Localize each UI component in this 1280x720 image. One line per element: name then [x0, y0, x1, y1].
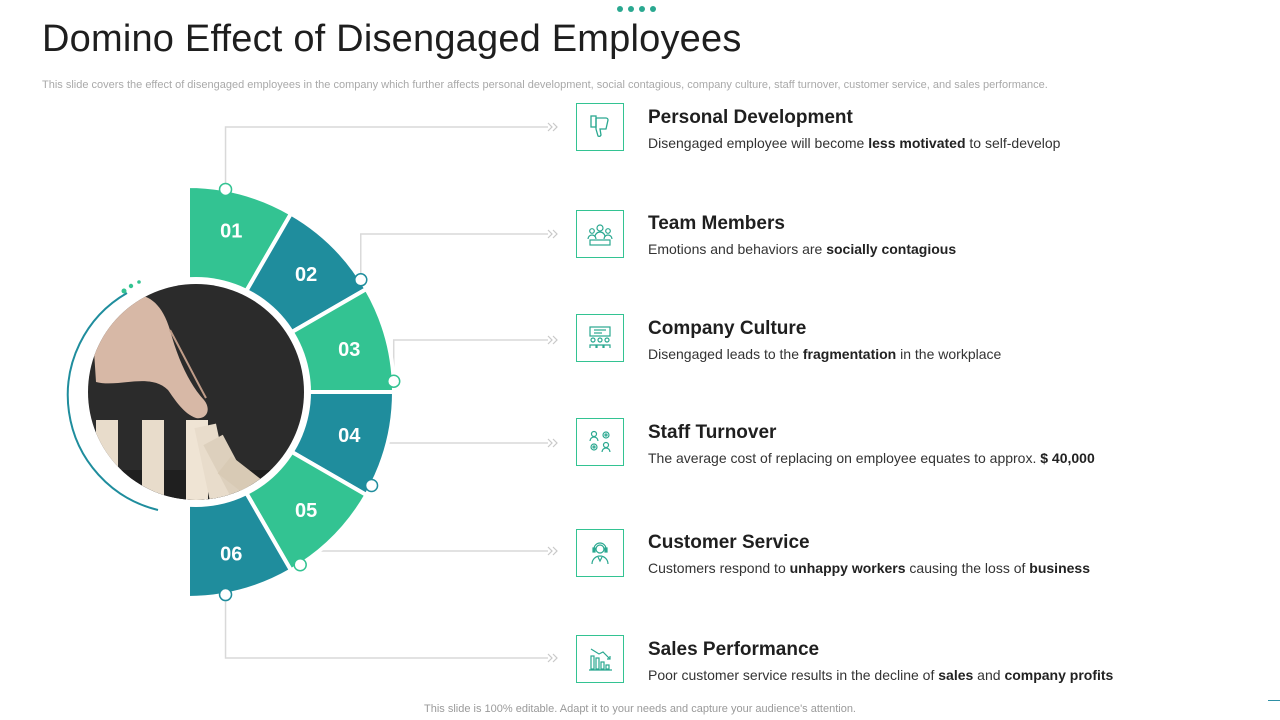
- item-title: Sales Performance: [648, 639, 820, 660]
- chevron-right-icon: [547, 438, 558, 448]
- segment-number: 05: [295, 500, 317, 522]
- segment-number: 01: [220, 221, 242, 243]
- connector-line: [224, 594, 548, 659]
- connector-dot: [386, 374, 401, 388]
- chevron-right-icon: [547, 546, 558, 556]
- connector-line: [392, 339, 548, 382]
- item-title: Staff Turnover: [648, 422, 777, 443]
- item-description: Customers respond to unhappy workers cau…: [648, 560, 1090, 576]
- connector-line: [360, 233, 548, 280]
- connector-dot: [218, 587, 233, 602]
- connector-line: [224, 126, 548, 190]
- item-description: The average cost of replacing on employe…: [648, 450, 1095, 466]
- segment-number: 02: [295, 264, 317, 286]
- chevron-right-icon: [547, 653, 558, 663]
- connector-dot: [293, 558, 307, 572]
- segment-number: 06: [220, 543, 242, 565]
- chevron-right-icon: [547, 229, 558, 239]
- item-description: Disengaged leads to the fragmentation in…: [648, 346, 1002, 362]
- connector-dot: [364, 478, 379, 493]
- segment-number: 03: [338, 339, 360, 361]
- item-title: Company Culture: [648, 318, 807, 339]
- chevron-right-icon: [547, 335, 558, 345]
- footer-note: This slide is 100% editable. Adapt it to…: [424, 703, 856, 715]
- segment-number: 04: [338, 425, 361, 447]
- item-title: Personal Development: [648, 107, 853, 128]
- connector-line: [299, 550, 548, 565]
- domino-photo: [81, 277, 311, 507]
- page-title: Domino Effect of Disengaged Employees: [42, 18, 742, 60]
- outer-arc-decoration: [66, 292, 159, 511]
- headset-agent-icon: [576, 529, 624, 577]
- staff-gears-icon: [576, 418, 624, 466]
- item-description: Disengaged employee will become less mot…: [648, 135, 1061, 151]
- item-description: Poor customer service results in the dec…: [648, 667, 1114, 683]
- declining-chart-icon: [576, 635, 624, 683]
- office-people-icon: [576, 314, 624, 362]
- item-title: Team Members: [648, 213, 785, 234]
- connector-dot: [354, 273, 368, 287]
- decorative-dots: [617, 6, 656, 12]
- arc-dots: [121, 280, 141, 294]
- chevron-right-icon: [547, 122, 558, 132]
- team-icon: [576, 210, 624, 258]
- corner-mark: [1268, 700, 1280, 701]
- item-title: Customer Service: [648, 532, 810, 553]
- page-subtitle: This slide covers the effect of disengag…: [42, 79, 1048, 91]
- thumbs-down-icon: [576, 103, 624, 151]
- connector-dot: [218, 182, 233, 197]
- connector-line: [370, 442, 548, 486]
- item-description: Emotions and behaviors are socially cont…: [648, 241, 957, 257]
